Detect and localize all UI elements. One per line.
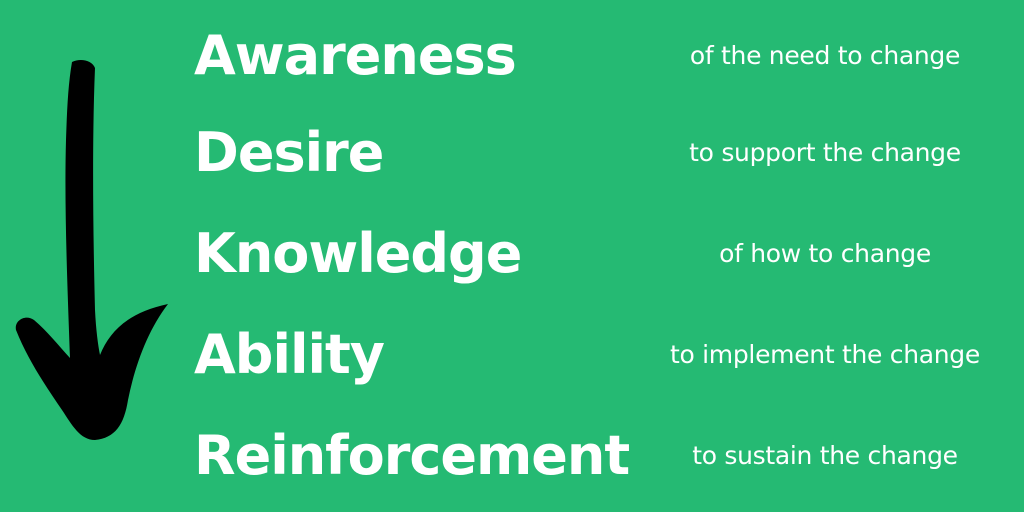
step-term: Ability (194, 323, 385, 386)
step-term: Knowledge (194, 222, 522, 285)
step-description: to support the change (689, 138, 961, 167)
step-row-ability: Ability to implement the change (0, 315, 1024, 395)
step-term: Desire (194, 121, 384, 184)
step-row-awareness: Awareness of the need to change (0, 16, 1024, 96)
step-term: Reinforcement (194, 424, 630, 487)
step-row-knowledge: Knowledge of how to change (0, 214, 1024, 294)
step-description: of the need to change (689, 41, 961, 70)
down-arrow-icon (15, 60, 168, 440)
step-row-reinforcement: Reinforcement to sustain the change (0, 416, 1024, 496)
arrow-shape (15, 60, 168, 440)
step-description: of how to change (719, 239, 931, 268)
step-description: to implement the change (670, 340, 980, 369)
step-description: to sustain the change (692, 441, 958, 470)
step-term: Awareness (194, 24, 517, 87)
step-row-desire: Desire to support the change (0, 113, 1024, 193)
